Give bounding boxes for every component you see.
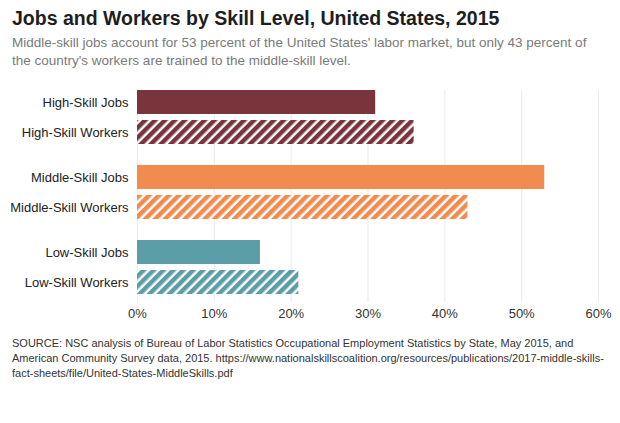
svg-text:30%: 30% — [355, 306, 381, 321]
svg-text:Middle-Skill Workers: Middle-Skill Workers — [10, 200, 129, 215]
svg-text:10%: 10% — [201, 306, 227, 321]
html-text:Jobs and Workers by Skill Leve: Jobs and Workers by Skill Level, United … — [12, 7, 500, 29]
svg-text:High-Skill Workers: High-Skill Workers — [22, 125, 129, 140]
svg-text:40%: 40% — [432, 306, 458, 321]
svg-text:Low-Skill Workers: Low-Skill Workers — [25, 275, 129, 290]
svg-text:50%: 50% — [509, 306, 535, 321]
svg-text:High-Skill Jobs: High-Skill Jobs — [43, 95, 129, 110]
svg-text:Low-Skill Jobs: Low-Skill Jobs — [45, 245, 129, 260]
svg-text:20%: 20% — [278, 306, 304, 321]
svg-text:0%: 0% — [128, 306, 147, 321]
svg-text:Middle-Skill Jobs: Middle-Skill Jobs — [31, 170, 129, 185]
svg-text:60%: 60% — [585, 306, 611, 321]
html-text:SOURCE: NSC analysis of Bureau: SOURCE: NSC analysis of Bureau of Labor … — [12, 337, 604, 379]
html-text:Middle-skill jobs account for: Middle-skill jobs account for 53 percent… — [12, 35, 587, 68]
